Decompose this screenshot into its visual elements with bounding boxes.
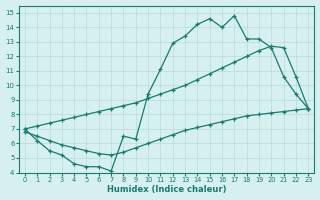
X-axis label: Humidex (Indice chaleur): Humidex (Indice chaleur)	[107, 185, 226, 194]
